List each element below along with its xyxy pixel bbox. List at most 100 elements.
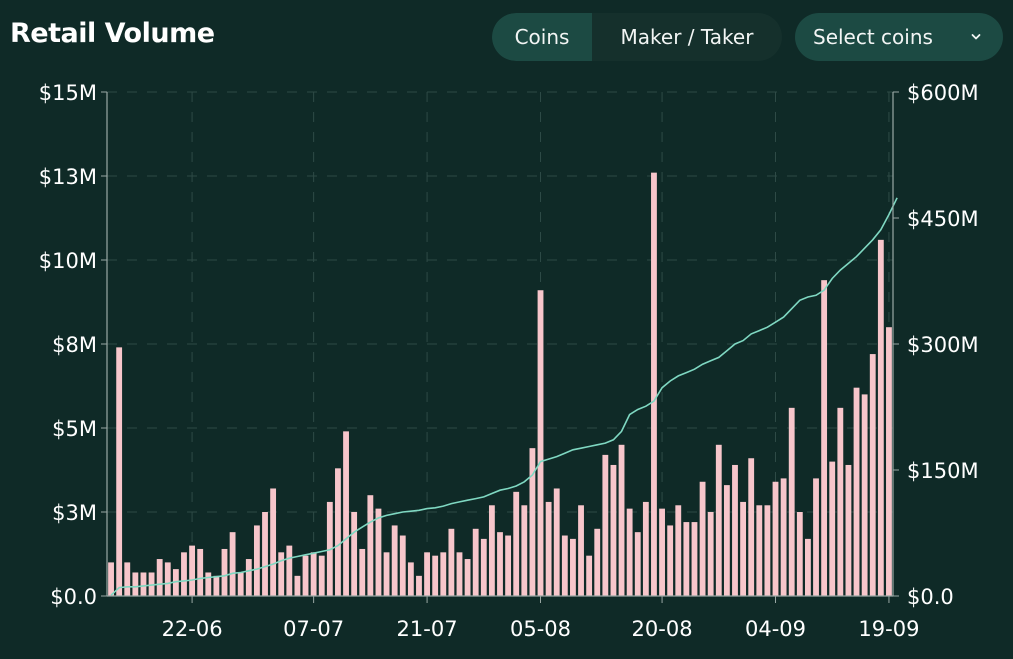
view-toggle: Coins Maker / Taker	[492, 13, 782, 61]
bar	[634, 532, 641, 596]
bar	[132, 572, 139, 596]
bar	[375, 508, 382, 596]
bar	[197, 548, 204, 596]
bar	[813, 478, 819, 596]
bar	[108, 562, 114, 596]
bar	[116, 347, 123, 596]
maker-taker-toggle-button[interactable]: Maker / Taker	[620, 25, 754, 49]
bar	[796, 512, 803, 596]
x-tick-label: 07-07	[283, 617, 344, 641]
x-tick-label: 20-08	[632, 617, 693, 641]
bar	[359, 548, 366, 596]
bar	[740, 501, 747, 596]
bar	[521, 505, 528, 596]
bar	[869, 354, 876, 596]
y-left-tick-label: $8M	[52, 333, 97, 357]
bar	[213, 575, 220, 596]
bar	[772, 481, 779, 596]
bar	[464, 559, 471, 596]
x-tick-label: 04-09	[745, 617, 806, 641]
bar	[829, 461, 836, 596]
bar	[586, 555, 593, 596]
bar	[472, 528, 479, 596]
bar	[691, 522, 698, 596]
bar	[505, 535, 512, 596]
bar	[262, 512, 268, 596]
bar	[335, 468, 341, 596]
bar	[642, 501, 649, 596]
bar	[383, 552, 390, 596]
bar	[707, 512, 714, 596]
bar	[748, 458, 755, 596]
bar	[399, 535, 406, 596]
select-coins-dropdown[interactable]: Select coins	[795, 13, 1003, 61]
bar	[845, 464, 852, 596]
bar	[456, 552, 463, 596]
bar	[651, 172, 657, 596]
bar	[545, 501, 552, 596]
bar	[343, 431, 349, 596]
y-left-tick-label: $0.0	[50, 585, 97, 609]
bar	[424, 552, 430, 596]
bar	[286, 545, 293, 596]
bar	[659, 508, 665, 596]
bar	[837, 407, 844, 596]
coins-toggle-button[interactable]: Coins	[492, 13, 592, 61]
bar	[164, 562, 171, 596]
bar-series	[108, 172, 892, 596]
bar	[488, 505, 495, 596]
bar	[513, 491, 520, 596]
left-axis-labels: $0.0 $3M $5M $8M $10M $13M $15M	[39, 81, 107, 609]
y-right-tick-label: $300M	[907, 333, 979, 357]
x-axis-labels: 22-06 07-07 21-07 05-08 20-08 04-09 19-09	[162, 596, 919, 641]
bar	[732, 464, 738, 596]
bar	[610, 464, 617, 596]
bar	[270, 488, 277, 596]
bar	[626, 508, 633, 596]
y-right-tick-label: $150M	[907, 459, 979, 483]
bar	[189, 545, 195, 596]
bar	[764, 505, 771, 596]
y-right-tick-label: $600M	[907, 81, 979, 105]
bar	[221, 548, 228, 596]
bar	[172, 569, 179, 596]
bar	[432, 555, 439, 596]
bar	[788, 407, 795, 596]
bar	[140, 572, 147, 596]
right-axis-labels: $0.0 $150M $300M $450M $600M	[893, 81, 979, 609]
bar	[278, 552, 285, 596]
bar	[294, 575, 301, 596]
bar	[497, 532, 503, 596]
cumulative-volume-line	[110, 197, 898, 596]
bar	[124, 562, 131, 596]
bar	[570, 538, 576, 596]
page-title: Retail Volume	[10, 18, 215, 49]
y-left-tick-label: $10M	[39, 249, 97, 273]
bar	[351, 512, 358, 596]
bar	[245, 559, 252, 596]
bar	[407, 562, 414, 596]
bar	[699, 481, 706, 596]
bar	[302, 555, 309, 596]
bar	[618, 444, 625, 596]
bar	[821, 280, 828, 596]
select-coins-label: Select coins	[813, 25, 933, 49]
x-tick-label: 22-06	[162, 617, 223, 641]
y-left-tick-label: $3M	[52, 501, 97, 525]
bar	[391, 525, 398, 596]
y-left-tick-label: $13M	[39, 165, 97, 189]
bar	[148, 572, 155, 596]
x-tick-label: 21-07	[397, 617, 458, 641]
bar	[448, 528, 455, 596]
bar	[440, 552, 447, 596]
chevron-down-icon	[971, 34, 981, 40]
bar	[156, 559, 163, 596]
y-right-tick-label: $450M	[907, 207, 979, 231]
bar	[205, 572, 212, 596]
bar	[318, 555, 325, 596]
x-tick-label: 05-08	[510, 617, 571, 641]
bar	[229, 532, 236, 596]
x-tick-label: 19-09	[858, 617, 919, 641]
bar	[877, 239, 884, 596]
